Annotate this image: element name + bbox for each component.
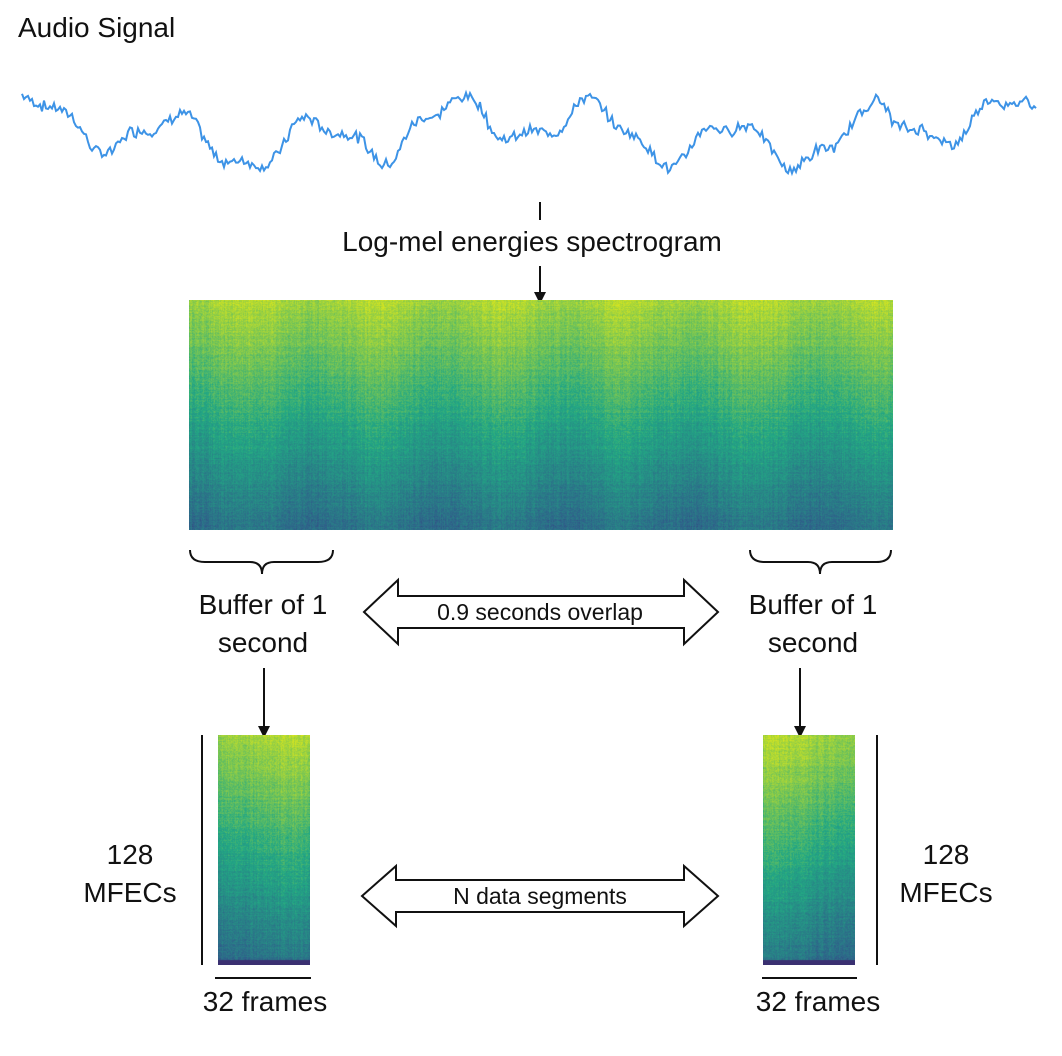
mfec-label-left-line2: MFECs — [83, 877, 177, 908]
frames-label-left: 32 frames — [202, 986, 328, 1017]
segments-label: N data segments — [453, 883, 627, 909]
buffer-brace-right — [749, 549, 892, 575]
overlap-label: 0.9 seconds overlap — [437, 599, 643, 625]
buffer-label-left-line1: Buffer of 1 — [198, 589, 328, 620]
audio-waveform — [21, 89, 1037, 177]
buffer-label-left-line2: second — [217, 627, 309, 658]
frames-label-right: 32 frames — [755, 986, 881, 1017]
log-mel-spectrogram — [189, 300, 893, 530]
segment-spectrogram-left — [218, 735, 310, 965]
spectrogram-label: Log-mel energies spectrogram — [342, 226, 722, 257]
overlap-double-arrow — [362, 577, 720, 647]
buffer-label-left: Buffer of 1 second — [168, 586, 358, 662]
segments-double-arrow — [360, 863, 720, 929]
segment-spectrogram-right — [763, 735, 855, 965]
audio-signal-title: Audio Signal — [18, 12, 176, 43]
mfec-label-left-line1: 128 — [106, 839, 154, 870]
buffer-label-right: Buffer of 1 second — [718, 586, 908, 662]
buffer-label-right-line1: Buffer of 1 — [748, 589, 878, 620]
buffer-brace-left — [189, 549, 334, 575]
buffer-label-right-line2: second — [767, 627, 859, 658]
mfec-label-right-line2: MFECs — [899, 877, 993, 908]
mfec-label-right-line1: 128 — [922, 839, 970, 870]
mfec-label-left: 128 MFECs — [60, 836, 200, 912]
mfec-label-right: 128 MFECs — [876, 836, 1016, 912]
